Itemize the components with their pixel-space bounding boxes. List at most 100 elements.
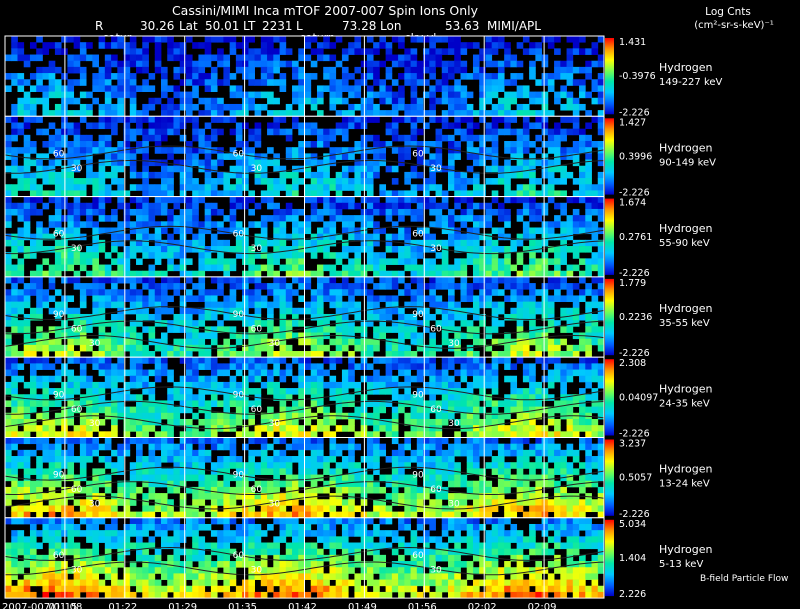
heat-cell <box>11 400 18 408</box>
heat-cell <box>472 54 480 62</box>
heat-cell <box>323 468 330 475</box>
heat-cell <box>98 73 106 80</box>
heat-cell <box>248 431 255 438</box>
heat-cell <box>341 307 349 315</box>
heat-cell <box>429 394 436 401</box>
heat-cell <box>67 474 75 482</box>
heat-cell <box>229 85 237 92</box>
heat-cell <box>404 456 411 463</box>
heat-cell <box>111 388 118 395</box>
heat-cell <box>335 394 343 401</box>
heat-cell <box>192 449 199 457</box>
heat-cell <box>404 264 411 272</box>
heat-cell <box>429 153 436 160</box>
heat-cell <box>235 202 243 210</box>
heat-cell <box>11 375 18 383</box>
heat-cell <box>173 215 181 222</box>
heat-cell <box>522 196 530 204</box>
heat-cell <box>117 332 124 340</box>
heat-cell <box>67 246 75 253</box>
heat-cell <box>529 91 536 99</box>
heat-cell <box>192 208 199 216</box>
heat-cell <box>435 116 443 123</box>
heat-cell <box>416 443 424 451</box>
heat-cell <box>279 178 287 185</box>
heat-cell <box>429 332 436 340</box>
heat-cell <box>366 320 374 327</box>
heat-cell <box>235 394 243 401</box>
heat-cell <box>479 73 486 80</box>
heat-cell <box>435 159 443 167</box>
heat-cell <box>136 85 143 92</box>
heat-cell <box>454 116 461 123</box>
heat-cell <box>198 418 206 426</box>
heat-cell <box>416 141 424 148</box>
heat-cell <box>5 264 12 272</box>
heat-cell <box>541 289 549 296</box>
heat-cell <box>579 295 586 303</box>
heat-cell <box>516 295 524 303</box>
heat-cell <box>179 351 187 358</box>
heat-cell <box>242 375 249 383</box>
heat-cell <box>366 215 374 222</box>
heat-cell <box>485 258 493 265</box>
heat-cell <box>42 227 50 235</box>
heat-cell <box>416 73 424 80</box>
heat-cell <box>373 202 380 210</box>
heat-cell <box>92 141 99 148</box>
heat-cell <box>292 190 299 197</box>
heat-cell <box>535 338 542 346</box>
heat-cell <box>217 301 224 309</box>
heat-cell <box>547 431 555 438</box>
heat-cell <box>323 153 330 160</box>
heat-cell <box>173 110 181 117</box>
heat-cell <box>454 215 461 222</box>
heat-cell <box>217 54 224 62</box>
heat-cell <box>304 332 312 340</box>
heat-cell <box>160 338 168 346</box>
heat-cell <box>497 443 505 451</box>
heat-cell <box>285 307 293 315</box>
heat-cell <box>292 357 299 364</box>
heat-cell <box>516 283 524 290</box>
heat-cell <box>267 326 274 333</box>
heat-cell <box>104 437 112 445</box>
heat-cell <box>304 406 312 414</box>
heat-cell <box>173 264 181 272</box>
heat-cell <box>323 289 330 296</box>
heat-cell <box>597 239 605 247</box>
heat-cell <box>591 462 599 469</box>
heat-cell <box>485 48 493 55</box>
heat-cell <box>254 320 262 327</box>
heat-cell <box>504 468 511 475</box>
heat-cell <box>391 196 399 204</box>
heat-cell <box>229 36 237 43</box>
heat-cell <box>329 326 337 333</box>
heat-cell <box>529 270 536 278</box>
heat-cell <box>48 73 56 80</box>
heat-cell <box>229 388 237 395</box>
heat-cell <box>5 289 12 296</box>
heat-cell <box>5 301 12 309</box>
heat-cell <box>591 443 599 451</box>
heat-cell <box>292 276 299 284</box>
heat-cell <box>292 66 299 74</box>
heat-cell <box>248 60 255 68</box>
heat-cell <box>423 227 430 235</box>
heat-cell <box>366 178 374 185</box>
heat-cell <box>129 97 137 105</box>
heat-cell <box>223 116 231 123</box>
heat-cell <box>285 332 293 340</box>
heat-cell <box>204 412 212 420</box>
heat-cell <box>92 184 99 191</box>
heat-cell <box>142 36 149 43</box>
heat-cell <box>92 60 99 68</box>
heat-cell <box>366 246 374 253</box>
heat-cell <box>292 307 299 315</box>
heat-cell <box>73 196 81 204</box>
contour-label: 90 <box>233 390 245 400</box>
heat-cell <box>273 437 280 445</box>
heat-cell <box>79 184 87 191</box>
heat-cell <box>410 258 418 265</box>
heat-cell <box>435 375 443 383</box>
